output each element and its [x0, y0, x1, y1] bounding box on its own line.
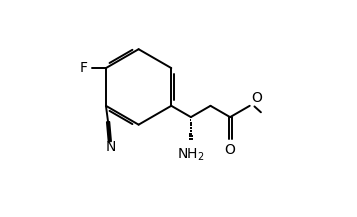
Text: O: O: [251, 91, 262, 105]
Text: NH$_2$: NH$_2$: [177, 147, 205, 163]
Text: O: O: [225, 143, 236, 157]
Text: F: F: [80, 61, 88, 75]
Text: N: N: [106, 140, 116, 155]
